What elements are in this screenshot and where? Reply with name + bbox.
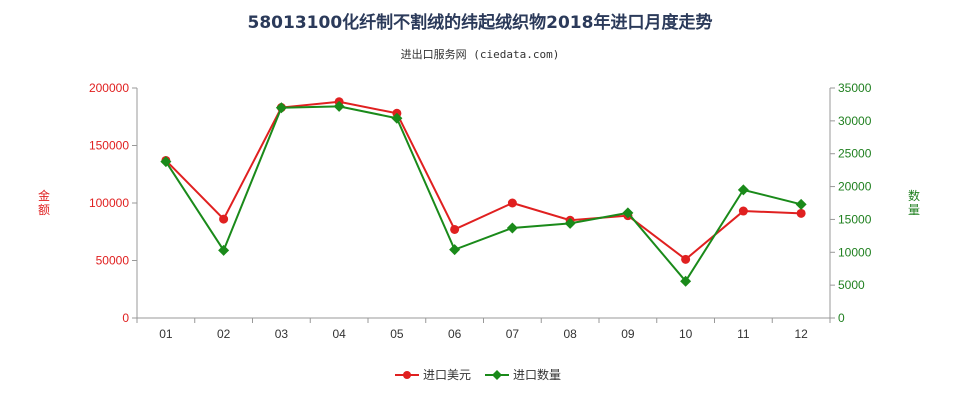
series-1-point bbox=[738, 206, 748, 216]
series-2-point bbox=[506, 222, 518, 234]
series-1-point bbox=[796, 208, 806, 218]
y-right-tick-label: 20000 bbox=[838, 180, 872, 194]
y-right-tick-label: 5000 bbox=[838, 278, 865, 292]
y-left-tick-label: 0 bbox=[122, 311, 129, 325]
y-right-tick-label: 30000 bbox=[838, 114, 872, 128]
series-2-point bbox=[391, 112, 403, 124]
series-2-point bbox=[622, 207, 634, 219]
y-left-tick-label: 50000 bbox=[96, 254, 130, 268]
x-tick-label: 03 bbox=[275, 327, 289, 341]
legend-label-2: 进口数量 bbox=[513, 367, 561, 382]
chart-subtitle: 进出口服务网 (ciedata.com) bbox=[400, 48, 560, 61]
x-tick-label: 06 bbox=[448, 327, 462, 341]
legend-swatch-marker-1 bbox=[403, 371, 411, 379]
series-2-point bbox=[333, 100, 345, 112]
legend-label-1: 进口美元 bbox=[423, 368, 471, 382]
y-right-tick-label: 35000 bbox=[838, 81, 872, 95]
x-tick-label: 01 bbox=[159, 327, 173, 341]
y-left-tick-label: 150000 bbox=[89, 139, 129, 153]
series-2-point bbox=[160, 156, 172, 168]
legend: 进口美元 进口数量 bbox=[395, 367, 561, 382]
series-2-point bbox=[680, 275, 692, 287]
chart-title: 58013100化纤制不割绒的纬起绒织物2018年进口月度走势 bbox=[247, 13, 713, 33]
y-axis-left-title: 金额 bbox=[38, 188, 50, 217]
series-line-1 bbox=[165, 100, 802, 261]
axes-layer: 0 50000 100000 150000 200000 0 5000 10000 15000 2… bbox=[38, 81, 920, 341]
x-tick-label: 12 bbox=[794, 327, 808, 341]
y-left-tick-label: 100000 bbox=[89, 196, 129, 210]
x-tick-label: 07 bbox=[506, 327, 520, 341]
series-1-point bbox=[450, 224, 460, 234]
x-tick-label: 08 bbox=[563, 327, 577, 341]
y-left-tick-label: 200000 bbox=[89, 81, 129, 95]
series-2-point bbox=[737, 184, 749, 196]
series-line-2 bbox=[165, 105, 802, 283]
series-layer bbox=[160, 97, 807, 287]
y-right-tick-label: 0 bbox=[838, 311, 845, 325]
y-right-tick-label: 25000 bbox=[838, 147, 872, 161]
series-2-point bbox=[564, 217, 576, 229]
series-1-point bbox=[507, 198, 517, 208]
series-2-point bbox=[218, 244, 230, 256]
y-right-tick-label: 10000 bbox=[838, 245, 872, 259]
series-2-point bbox=[449, 244, 461, 256]
series-2-point bbox=[275, 102, 287, 114]
x-tick-label: 10 bbox=[679, 327, 693, 341]
x-tick-label: 11 bbox=[737, 327, 750, 341]
x-tick-label: 09 bbox=[621, 327, 635, 341]
y-right-tick-label: 15000 bbox=[838, 212, 872, 226]
series-1-point bbox=[219, 214, 229, 224]
x-tick-label: 02 bbox=[217, 327, 231, 341]
series-2-point bbox=[795, 198, 807, 210]
series-1-point bbox=[681, 254, 691, 264]
x-tick-label: 05 bbox=[390, 327, 404, 341]
x-tick-label: 04 bbox=[332, 327, 346, 341]
y-axis-right-title: 数量 bbox=[908, 188, 920, 217]
legend-swatch-marker-2 bbox=[492, 370, 502, 380]
